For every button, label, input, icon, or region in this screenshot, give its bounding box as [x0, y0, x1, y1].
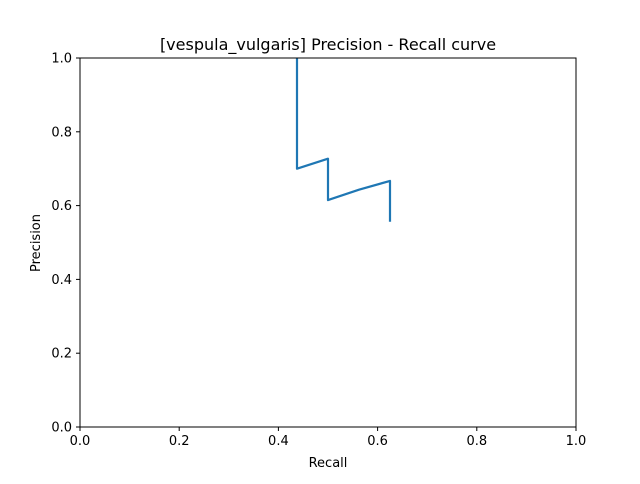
- y-tick-label: 0.8: [51, 125, 72, 140]
- y-axis-label: Precision: [29, 214, 44, 272]
- chart-title: [vespula_vulgaris] Precision - Recall cu…: [160, 35, 496, 55]
- plot-frame: [79, 57, 577, 428]
- y-tick-label: 0.0: [51, 421, 72, 436]
- y-axis-ticks: 0.0 0.2 0.4 0.6 0.8 1.0: [51, 52, 80, 436]
- y-tick-label: 0.6: [51, 199, 72, 214]
- plot-area: [80, 58, 576, 427]
- x-tick-label: 0.2: [169, 434, 190, 449]
- series-line-precision-recall: [295, 58, 392, 222]
- x-tick-label: 0.8: [466, 434, 487, 449]
- x-tick-label: 1.0: [566, 434, 587, 449]
- y-tick-label: 0.4: [51, 273, 72, 288]
- y-tick-label: 0.2: [51, 347, 72, 362]
- x-tick-label: 0.6: [367, 434, 388, 449]
- x-axis-label: Recall: [309, 456, 348, 471]
- x-tick-label: 0.0: [70, 434, 91, 449]
- x-axis-ticks: 0.0 0.2 0.4 0.6 0.8 1.0: [70, 427, 587, 449]
- x-tick-label: 0.4: [268, 434, 289, 449]
- y-tick-label: 1.0: [51, 52, 72, 67]
